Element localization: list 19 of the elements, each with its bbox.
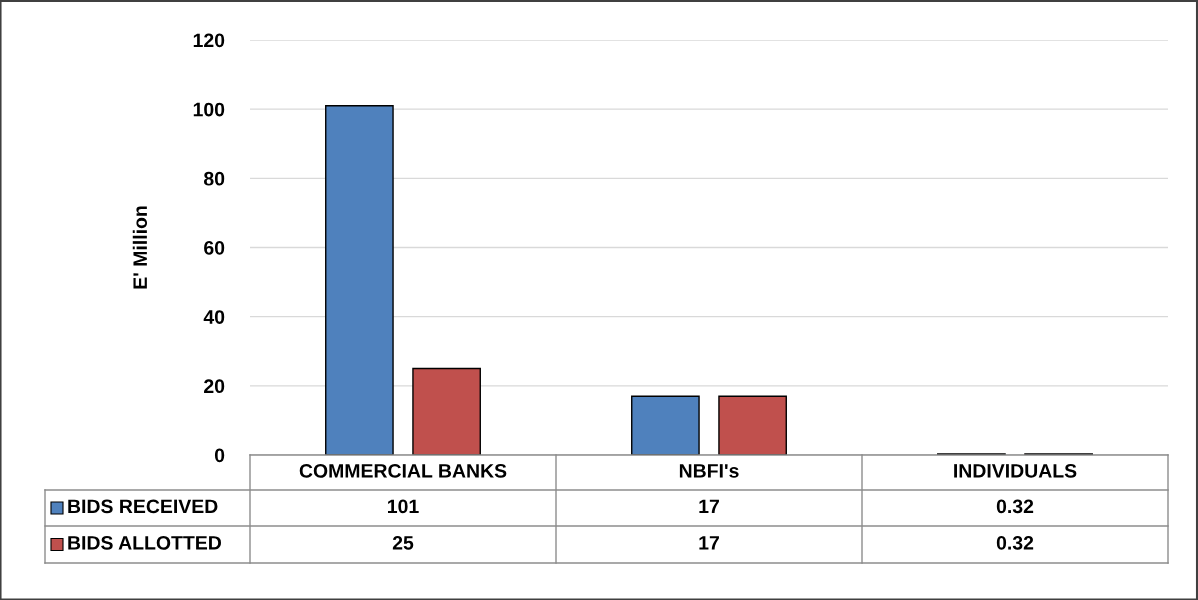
- y-tick-label: 20: [204, 379, 225, 394]
- data-label: 17: [699, 499, 719, 514]
- y-tick-label: 100: [193, 102, 225, 117]
- y-tick-label: 120: [193, 33, 225, 48]
- y-axis-title: E' Million: [132, 206, 148, 289]
- y-tick-label: 0: [214, 448, 225, 463]
- y-tick-label: 80: [203, 171, 225, 186]
- x-tick-label: COMMERCIAL BANKS: [299, 463, 507, 478]
- y-tick-label: 40: [203, 310, 225, 324]
- x-tick-label: NBFI's: [679, 464, 739, 478]
- x-tick-label: INDIVIDUALS: [954, 463, 1077, 478]
- data-label: 25: [392, 535, 414, 550]
- legend-label: BIDS RECEIVED: [68, 499, 218, 514]
- y-tick-label: 60: [204, 240, 225, 255]
- legend-label: BIDS ALLOTTED: [68, 535, 221, 550]
- data-label: 0.32: [996, 499, 1034, 514]
- data-label: 0.32: [996, 535, 1034, 550]
- data-label: 17: [699, 536, 719, 550]
- data-label: 101: [388, 499, 419, 514]
